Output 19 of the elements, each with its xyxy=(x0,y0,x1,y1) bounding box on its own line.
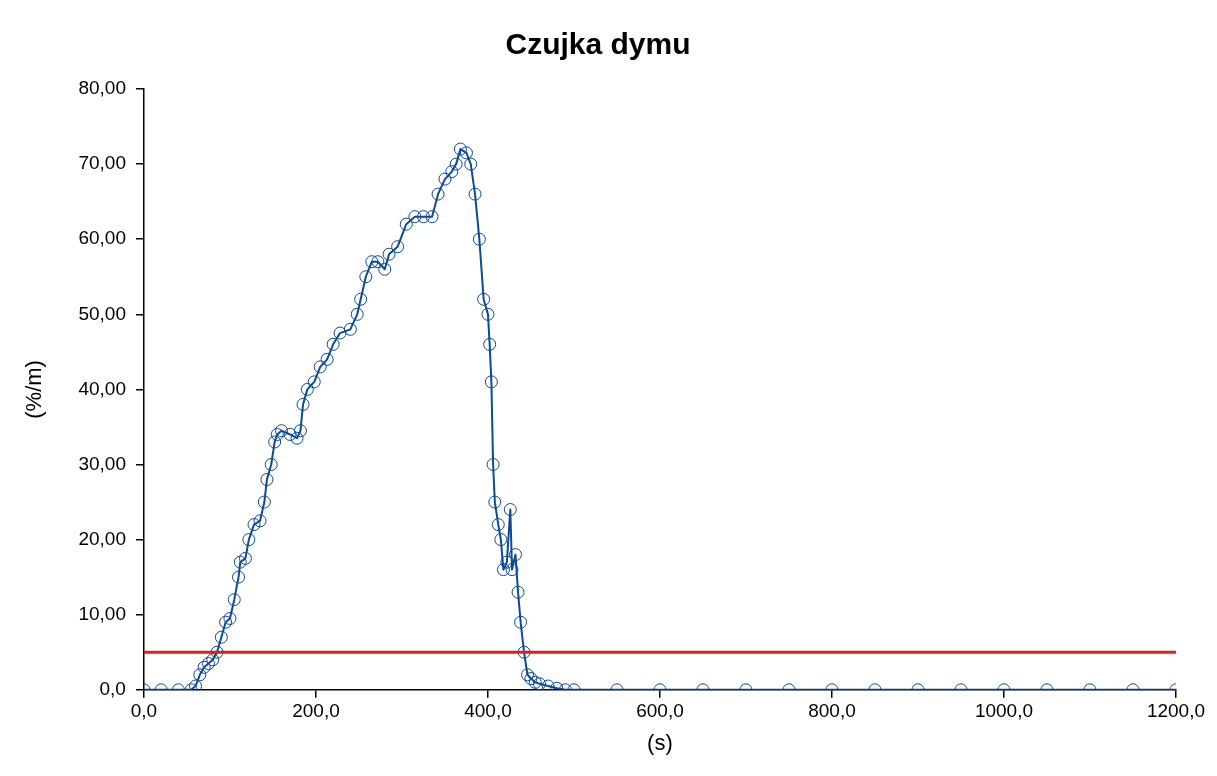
y-tick-label: 80,00 xyxy=(78,77,126,99)
x-tick-label: 0,0 xyxy=(130,700,158,722)
y-tick-label: 10,00 xyxy=(78,602,126,624)
y-tick-label: 20,00 xyxy=(78,527,126,549)
x-tick-label: 200,0 xyxy=(292,700,340,722)
y-tick-label: 70,00 xyxy=(78,152,126,174)
y-tick-label: 40,00 xyxy=(78,377,126,399)
x-tick-label: 1200,0 xyxy=(1146,700,1206,722)
x-tick-label: 400,0 xyxy=(464,700,512,722)
y-tick-label: 60,00 xyxy=(78,227,126,249)
y-axis-title: (%/m) xyxy=(21,360,47,419)
y-tick-label: 0,0 xyxy=(99,678,126,700)
x-tick-label: 600,0 xyxy=(636,700,684,722)
x-tick-label: 1000,0 xyxy=(974,700,1034,722)
chart-title: Czujka dymu xyxy=(505,27,691,61)
x-tick-label: 800,0 xyxy=(808,700,856,722)
x-axis-title: (s) xyxy=(647,729,673,755)
y-tick-label: 30,00 xyxy=(78,452,126,474)
y-tick-label: 50,00 xyxy=(78,302,126,324)
